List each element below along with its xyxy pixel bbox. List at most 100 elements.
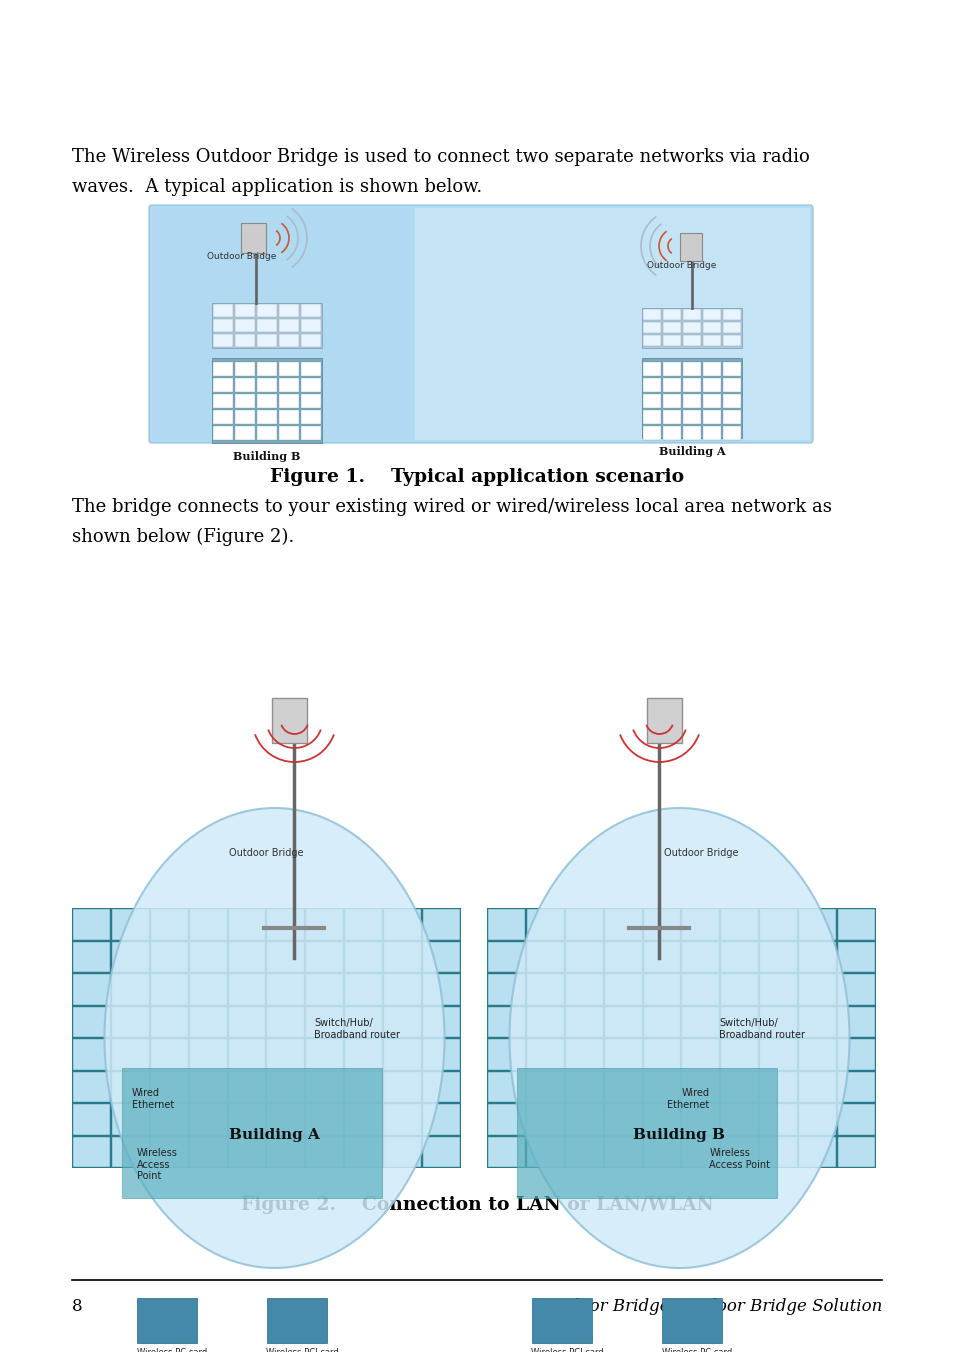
FancyBboxPatch shape bbox=[681, 1137, 719, 1167]
FancyBboxPatch shape bbox=[642, 335, 660, 346]
FancyBboxPatch shape bbox=[256, 379, 276, 392]
FancyBboxPatch shape bbox=[641, 308, 741, 347]
FancyBboxPatch shape bbox=[837, 941, 874, 972]
FancyBboxPatch shape bbox=[682, 410, 700, 425]
FancyBboxPatch shape bbox=[384, 1006, 420, 1037]
FancyBboxPatch shape bbox=[256, 362, 276, 376]
FancyBboxPatch shape bbox=[662, 335, 680, 346]
FancyBboxPatch shape bbox=[799, 1072, 835, 1102]
FancyBboxPatch shape bbox=[647, 698, 681, 744]
FancyBboxPatch shape bbox=[662, 426, 680, 439]
FancyBboxPatch shape bbox=[760, 973, 796, 1005]
FancyBboxPatch shape bbox=[212, 358, 322, 443]
FancyBboxPatch shape bbox=[384, 1137, 420, 1167]
FancyBboxPatch shape bbox=[760, 1006, 796, 1037]
Text: 8: 8 bbox=[71, 1298, 82, 1315]
FancyBboxPatch shape bbox=[234, 362, 254, 376]
FancyBboxPatch shape bbox=[837, 909, 874, 940]
Text: Figure 1.    Typical application scenario: Figure 1. Typical application scenario bbox=[270, 468, 683, 485]
FancyBboxPatch shape bbox=[720, 1137, 758, 1167]
FancyBboxPatch shape bbox=[720, 973, 758, 1005]
Text: Switch/Hub/
Broadband router: Switch/Hub/ Broadband router bbox=[314, 1018, 400, 1040]
FancyBboxPatch shape bbox=[682, 393, 700, 408]
FancyBboxPatch shape bbox=[722, 335, 740, 346]
FancyBboxPatch shape bbox=[256, 319, 276, 333]
Text: The Wireless Outdoor Bridge is used to connect two separate networks via radio: The Wireless Outdoor Bridge is used to c… bbox=[71, 147, 808, 166]
FancyBboxPatch shape bbox=[565, 1072, 602, 1102]
FancyBboxPatch shape bbox=[642, 379, 660, 392]
FancyBboxPatch shape bbox=[837, 1137, 874, 1167]
FancyBboxPatch shape bbox=[273, 698, 307, 744]
FancyBboxPatch shape bbox=[301, 393, 320, 408]
FancyBboxPatch shape bbox=[213, 393, 233, 408]
FancyBboxPatch shape bbox=[662, 410, 680, 425]
FancyBboxPatch shape bbox=[306, 1038, 343, 1069]
FancyBboxPatch shape bbox=[213, 334, 233, 347]
FancyBboxPatch shape bbox=[799, 909, 835, 940]
FancyBboxPatch shape bbox=[488, 1006, 524, 1037]
FancyBboxPatch shape bbox=[720, 1006, 758, 1037]
FancyBboxPatch shape bbox=[151, 1072, 188, 1102]
FancyBboxPatch shape bbox=[604, 973, 640, 1005]
FancyBboxPatch shape bbox=[720, 1072, 758, 1102]
FancyBboxPatch shape bbox=[278, 393, 298, 408]
FancyBboxPatch shape bbox=[256, 304, 276, 316]
FancyBboxPatch shape bbox=[488, 941, 524, 972]
FancyBboxPatch shape bbox=[488, 1072, 524, 1102]
FancyBboxPatch shape bbox=[682, 426, 700, 439]
FancyBboxPatch shape bbox=[799, 941, 835, 972]
FancyBboxPatch shape bbox=[229, 1006, 265, 1037]
FancyBboxPatch shape bbox=[604, 1038, 640, 1069]
FancyBboxPatch shape bbox=[702, 379, 720, 392]
FancyBboxPatch shape bbox=[702, 362, 720, 376]
FancyBboxPatch shape bbox=[565, 973, 602, 1005]
FancyBboxPatch shape bbox=[604, 1105, 640, 1134]
FancyBboxPatch shape bbox=[229, 941, 265, 972]
FancyBboxPatch shape bbox=[345, 1105, 381, 1134]
FancyBboxPatch shape bbox=[229, 1137, 265, 1167]
FancyBboxPatch shape bbox=[799, 1137, 835, 1167]
FancyBboxPatch shape bbox=[702, 393, 720, 408]
FancyBboxPatch shape bbox=[112, 1006, 149, 1037]
FancyBboxPatch shape bbox=[73, 973, 110, 1005]
FancyBboxPatch shape bbox=[720, 941, 758, 972]
FancyBboxPatch shape bbox=[662, 393, 680, 408]
FancyBboxPatch shape bbox=[301, 379, 320, 392]
FancyBboxPatch shape bbox=[604, 1072, 640, 1102]
FancyBboxPatch shape bbox=[604, 909, 640, 940]
FancyBboxPatch shape bbox=[720, 1105, 758, 1134]
FancyBboxPatch shape bbox=[662, 362, 680, 376]
FancyBboxPatch shape bbox=[73, 909, 110, 940]
FancyBboxPatch shape bbox=[71, 909, 460, 1168]
FancyBboxPatch shape bbox=[565, 1006, 602, 1037]
FancyBboxPatch shape bbox=[229, 1105, 265, 1134]
FancyBboxPatch shape bbox=[642, 426, 660, 439]
Text: Wireless
Access
Point: Wireless Access Point bbox=[137, 1148, 177, 1182]
Text: Outdoor Bridge: Outdoor Bridge bbox=[230, 848, 304, 859]
FancyBboxPatch shape bbox=[267, 909, 304, 940]
FancyBboxPatch shape bbox=[234, 393, 254, 408]
FancyBboxPatch shape bbox=[112, 1105, 149, 1134]
Text: waves.  A typical application is shown below.: waves. A typical application is shown be… bbox=[71, 178, 481, 196]
FancyBboxPatch shape bbox=[229, 1038, 265, 1069]
FancyBboxPatch shape bbox=[722, 362, 740, 376]
FancyBboxPatch shape bbox=[151, 1137, 188, 1167]
FancyBboxPatch shape bbox=[517, 1068, 776, 1198]
FancyBboxPatch shape bbox=[682, 310, 700, 320]
Text: Wireless
Access Point: Wireless Access Point bbox=[709, 1148, 770, 1169]
FancyBboxPatch shape bbox=[234, 379, 254, 392]
FancyBboxPatch shape bbox=[642, 310, 660, 320]
FancyBboxPatch shape bbox=[267, 1038, 304, 1069]
FancyBboxPatch shape bbox=[662, 310, 680, 320]
FancyBboxPatch shape bbox=[213, 410, 233, 425]
FancyBboxPatch shape bbox=[643, 1038, 679, 1069]
FancyBboxPatch shape bbox=[384, 973, 420, 1005]
FancyBboxPatch shape bbox=[213, 304, 233, 316]
FancyBboxPatch shape bbox=[278, 426, 298, 439]
FancyBboxPatch shape bbox=[526, 1038, 563, 1069]
FancyBboxPatch shape bbox=[384, 941, 420, 972]
FancyBboxPatch shape bbox=[422, 1105, 459, 1134]
FancyBboxPatch shape bbox=[488, 909, 524, 940]
Text: The bridge connects to your existing wired or wired/wireless local area network : The bridge connects to your existing wir… bbox=[71, 498, 831, 516]
FancyBboxPatch shape bbox=[267, 1137, 304, 1167]
